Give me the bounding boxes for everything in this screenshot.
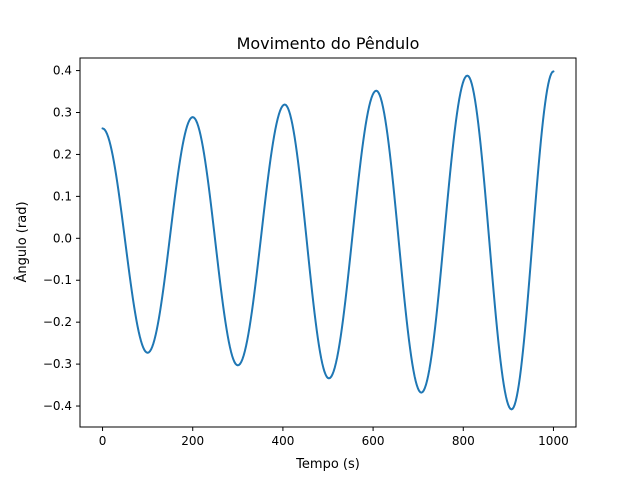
y-tick-label: 0.4 [53,64,72,78]
x-tick-label: 1000 [538,434,569,448]
x-tick-label: 0 [99,434,107,448]
x-tick-label: 600 [362,434,385,448]
y-tick-label: 0.1 [53,189,72,203]
axes-frame [79,57,577,428]
y-tick-label: −0.2 [43,315,72,329]
y-tick-label: −0.1 [43,273,72,287]
y-tick-label: −0.4 [43,399,72,413]
x-axis-label: Tempo (s) [295,457,360,472]
y-tick-label: −0.3 [43,357,72,371]
series-layer [101,70,555,411]
series-line [101,70,555,411]
x-tick-label: 200 [181,434,204,448]
x-axis: 0 200 400 600 800 1000 [99,427,569,448]
y-axis-label: Ângulo (rad) [14,201,30,282]
y-axis: −0.4 −0.3 −0.2 −0.1 0.0 0.1 0.2 0.3 0.4 [43,64,80,413]
y-tick-label: 0.3 [53,106,72,120]
chart-title: Movimento do Pêndulo [237,34,420,53]
y-tick-label: 0.0 [53,231,72,245]
plot-area [79,57,577,428]
y-tick-label: 0.2 [53,147,72,161]
x-tick-label: 400 [271,434,294,448]
x-tick-label: 800 [452,434,475,448]
